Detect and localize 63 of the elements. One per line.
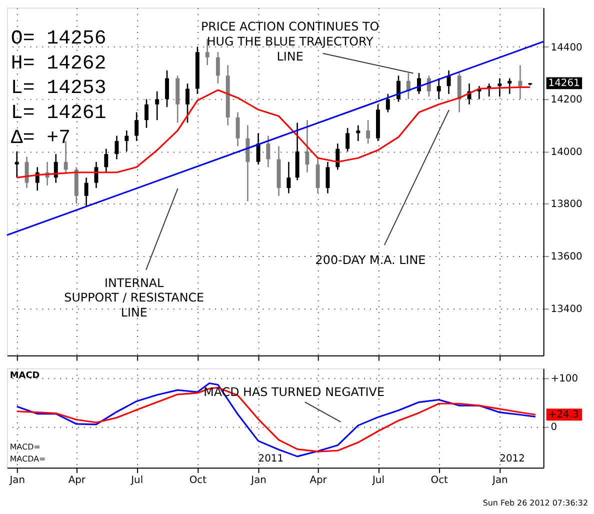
candlestick xyxy=(84,176,88,207)
x-tick-label: Jul xyxy=(130,474,144,486)
x-tick-label: Apr xyxy=(68,474,86,486)
candlestick xyxy=(436,78,441,100)
candlestick xyxy=(286,161,291,194)
candlestick xyxy=(508,78,512,95)
candlestick xyxy=(246,124,250,202)
annotation: 14261 xyxy=(548,78,580,90)
candlestick xyxy=(124,130,129,152)
candlestick xyxy=(386,93,390,113)
x-tick-label: Apr xyxy=(310,474,328,486)
candlestick xyxy=(366,119,370,144)
x-tick-label: Jan xyxy=(8,474,26,486)
y-tick-label: 13400 xyxy=(550,304,582,315)
annotation: Δ= +7 xyxy=(10,126,71,149)
x-tick-label: Jan xyxy=(492,474,508,486)
annotation: MACDA= xyxy=(10,454,46,464)
candlestick xyxy=(346,127,350,152)
annotation: +24.3 xyxy=(548,410,579,421)
annotation: H= 14262 xyxy=(10,51,106,74)
candlestick xyxy=(266,135,270,168)
annotation: L= 14253 xyxy=(10,76,106,100)
y-tick-label: 13800 xyxy=(550,199,582,210)
candlestick xyxy=(155,90,160,121)
candlestick xyxy=(165,70,169,108)
candlestick xyxy=(144,98,148,129)
x-tick-label: Jan xyxy=(250,474,266,486)
candlestick xyxy=(305,119,310,174)
candlestick xyxy=(186,82,190,124)
candlestick xyxy=(216,51,220,84)
annotation: PRICE ACTION CONTINUES TO HUG THE BLUE TRAJECTORY LINE xyxy=(200,20,380,64)
candlestick xyxy=(236,112,240,147)
annotation: MACD= xyxy=(10,442,40,452)
candlestick xyxy=(205,38,210,66)
chart-title: MACD xyxy=(10,371,40,382)
candlestick xyxy=(134,112,139,142)
candlestick xyxy=(14,150,19,178)
candlestick xyxy=(498,78,502,98)
candlestick xyxy=(356,124,360,142)
text: Sun Feb 26 2012 07:36:32 xyxy=(482,498,588,508)
candlestick xyxy=(518,64,522,100)
annotation: 2012 xyxy=(500,454,525,465)
candlestick xyxy=(256,132,260,166)
y-tick-label: +100 xyxy=(550,373,578,384)
x-tick-label: Jul xyxy=(372,474,384,486)
candlestick xyxy=(104,148,108,174)
candlestick xyxy=(326,161,330,194)
annotation: 2011 xyxy=(258,454,284,465)
annotation: INTERNAL SUPPORT / RESISTANCE LINE xyxy=(64,276,204,320)
annotation: 200-DAY M.A. LINE xyxy=(315,252,426,267)
candlestick xyxy=(457,72,462,113)
candlestick xyxy=(54,153,58,184)
annotation: L= 14261 xyxy=(10,100,106,124)
y-tick-label: 0 xyxy=(550,422,558,433)
candlestick xyxy=(24,156,29,189)
x-tick-label: Oct xyxy=(430,474,448,486)
x-tick-label: Oct xyxy=(189,474,207,486)
y-tick-label: 14000 xyxy=(550,146,582,158)
annotation: O= 14256 xyxy=(10,26,106,50)
y-tick-label: 14200 xyxy=(550,94,582,106)
y-tick-label: 13600 xyxy=(550,251,582,262)
y-tick-label: 14400 xyxy=(550,42,582,54)
candlestick xyxy=(316,156,320,194)
